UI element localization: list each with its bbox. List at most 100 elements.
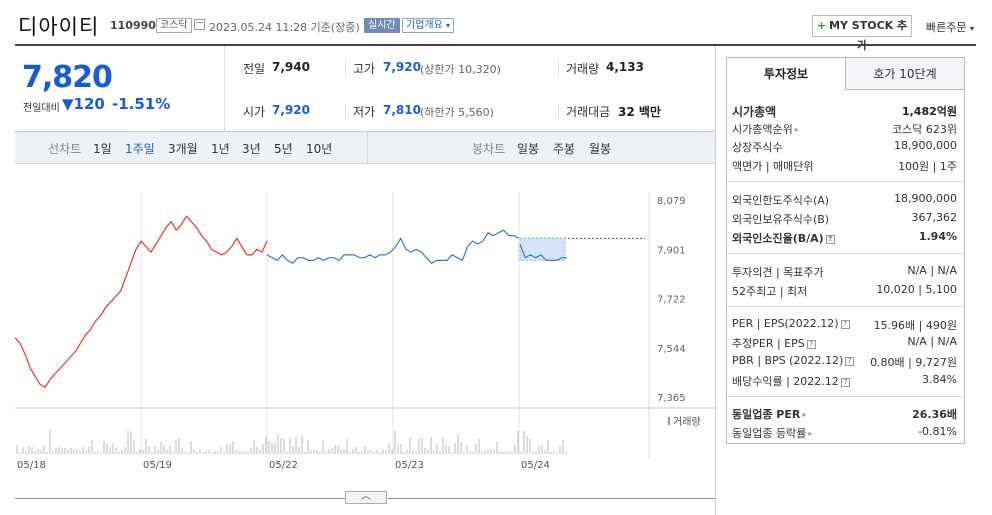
realtime-badge[interactable]: 실시간 [364, 18, 400, 33]
x-tick-label: 05/22 [269, 460, 298, 471]
quick-order-button[interactable]: 빠른주문 ▾ [926, 19, 974, 35]
help-icon[interactable]: ? [840, 378, 850, 387]
upper-limit: (상한가 10,320) [420, 63, 501, 76]
tab-period-1d[interactable]: 1일 [93, 142, 112, 156]
info-value: 100원 | 1주 [898, 160, 957, 173]
prev-close-value: 7,940 [272, 60, 310, 74]
tab-candle-daily[interactable]: 일봉 [517, 142, 540, 156]
help-icon[interactable]: ? [840, 320, 850, 329]
chart-tabs-bar [15, 132, 715, 164]
tab-period-5y[interactable]: 5년 [274, 142, 293, 156]
info-label: 액면가 | 매매단위 [732, 160, 814, 173]
lower-limit: (하한가 5,560) [420, 106, 494, 119]
info-label: 52주최고 | 최저 [732, 285, 808, 298]
tab-period-1w[interactable]: 1주일 [125, 142, 155, 156]
info-row-industry-change[interactable]: 동일업종 등락률 ▸ -0.81% [726, 423, 965, 441]
info-label: 외국인보유주식수(B) [732, 213, 830, 226]
divider [727, 181, 964, 182]
info-label: 외국인한도주식수(A) [732, 194, 830, 207]
info-row-industry-per[interactable]: 동일업종 PER ▸ 26.36배 [726, 404, 965, 422]
chart-collapse-button[interactable]: ︿ [345, 491, 387, 504]
info-label: 동일업종 PER ▸ [732, 408, 807, 421]
info-row-par-value: 액면가 | 매매단위 100원 | 1주 [726, 156, 965, 174]
volume-legend-swatch [668, 417, 670, 425]
chevron-right-icon: ▸ [802, 410, 807, 419]
info-row-foreign-limit: 외국인한도주식수(A) 18,900,000 [726, 190, 965, 208]
right-panel-border [715, 46, 716, 515]
company-name[interactable]: 디아이티 [18, 15, 100, 39]
tab-period-3m[interactable]: 3개월 [168, 142, 198, 156]
info-label: 외국인소진율(B/A)? [732, 230, 835, 246]
current-price: 7,820 [22, 60, 113, 95]
chart-bottom-line [15, 498, 345, 499]
y-tick-label: 7,544 [657, 344, 686, 355]
info-row-foreign-ratio: 외국인소진율(B/A)? 1.94% [726, 228, 965, 246]
tab-period-3y[interactable]: 3년 [242, 142, 261, 156]
chevron-down-icon: ▾ [446, 21, 451, 30]
info-row-est-per: 추정PER | EPS? N/A | N/A [726, 333, 965, 351]
x-tick-label: 05/19 [143, 460, 172, 471]
down-triangle-icon: ▼ [62, 95, 74, 113]
divider [727, 306, 964, 307]
open-value: 7,920 [272, 103, 310, 117]
tab-candle-weekly[interactable]: 주봉 [553, 142, 576, 156]
volume-label: 거래량 [566, 62, 600, 76]
info-label: PBR | BPS (2022.12)? [732, 354, 855, 367]
info-value: 1,482억원 [901, 105, 957, 118]
prev-close-label: 전일 [243, 62, 266, 76]
info-row-market-cap-rank[interactable]: 시가총액순위 ▸ 코스닥 623위 [726, 119, 965, 137]
tab-invest-info[interactable]: 투자정보 [726, 57, 846, 90]
price-series-line [519, 243, 567, 262]
tabs-divider [367, 132, 368, 164]
info-row-pbr: PBR | BPS (2022.12)? 0.80배 | 9,727원 [726, 352, 965, 370]
price-series-line [266, 229, 520, 264]
volume-legend-label: 거래량 [673, 416, 701, 428]
chevron-right-icon: ▸ [808, 429, 813, 438]
divider [558, 61, 559, 75]
info-value: 10,020 | 5,100 [876, 283, 957, 296]
info-label: 동일업종 등락률 ▸ [732, 427, 813, 440]
y-tick-label: 7,365 [657, 393, 686, 404]
company-overview-label: 기업개요 [406, 20, 443, 31]
quick-order-label: 빠른주문 [926, 21, 967, 34]
market-badge: 코스닥 [156, 18, 192, 33]
tab-candle-monthly[interactable]: 월봉 [589, 142, 612, 156]
tab-period-1y[interactable]: 1년 [211, 142, 230, 156]
info-value: 3.84% [922, 373, 957, 386]
y-tick-label: 7,722 [657, 295, 686, 306]
tab-hoga-10[interactable]: 호가 10단계 [845, 57, 965, 90]
help-icon[interactable]: ? [845, 357, 855, 366]
mystock-add-button[interactable]: +MY STOCK 추가 [812, 15, 912, 52]
info-label: PER | EPS(2022.12)? [732, 317, 850, 330]
info-value: 18,900,000 [894, 192, 957, 205]
company-overview-button[interactable]: 기업개요 ▾ [402, 18, 455, 33]
amount-label: 거래대금 [566, 105, 611, 119]
divider [558, 104, 559, 118]
open-label: 시가 [243, 105, 266, 119]
help-icon[interactable]: ? [806, 340, 816, 349]
price-chart[interactable]: 8,079 7,901 7,722 7,544 7,365 거래량 05/18 05/19 05… [15, 164, 715, 474]
low-value: 7,810 [383, 103, 421, 117]
x-tick-label: 05/23 [395, 460, 424, 471]
info-label: 시가총액순위 ▸ [732, 123, 799, 136]
invest-info-box [726, 89, 965, 444]
tab-period-10y[interactable]: 10년 [306, 142, 333, 156]
chevron-right-icon: ▸ [794, 125, 799, 134]
change-label: 전일대비 [23, 103, 60, 114]
high-value: 7,920 [383, 60, 421, 74]
info-value: 15.96배 | 490원 [873, 319, 957, 332]
info-value: N/A | N/A [907, 264, 957, 277]
amount-value: 32 백만 [618, 105, 661, 119]
info-row-52week: 52주최고 | 최저 10,020 | 5,100 [726, 281, 965, 299]
stock-code: 110990 [110, 19, 156, 32]
help-icon[interactable]: ? [825, 235, 835, 244]
calendar-icon [194, 19, 205, 30]
y-tick-label: 8,079 [657, 196, 686, 207]
header-divider [15, 44, 976, 46]
divider [345, 61, 346, 75]
info-row-market-cap: 시가총액 1,482억원 [726, 101, 965, 119]
chart-bottom-line [387, 498, 715, 499]
chevron-down-icon: ▾ [969, 24, 974, 33]
info-label: 시가총액 [732, 105, 777, 119]
plus-icon: + [816, 19, 827, 32]
